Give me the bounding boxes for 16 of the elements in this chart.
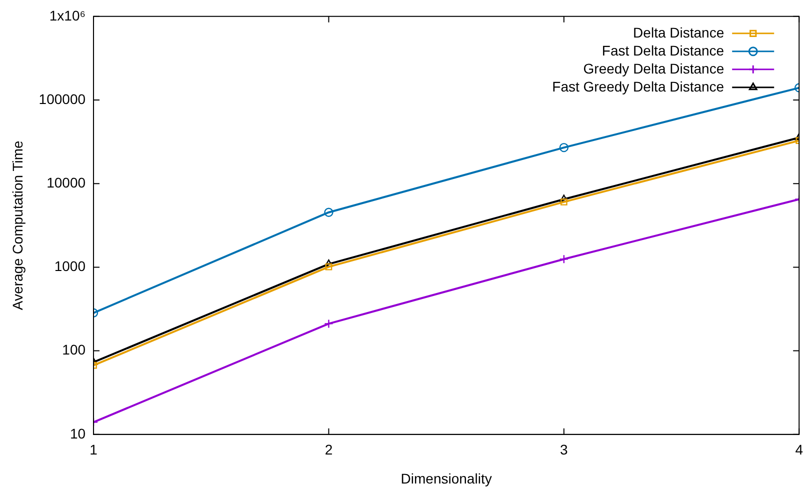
x-tick-label: 2 xyxy=(324,442,333,458)
legend-label: Fast Delta Distance xyxy=(602,42,724,58)
y-tick-label: 10 xyxy=(70,425,86,442)
y-tick-label: 1x10⁶ xyxy=(49,7,86,24)
x-tick-label: 4 xyxy=(795,442,804,458)
y-tick-label: 100000 xyxy=(38,90,86,107)
x-axis-title: Dimensionality xyxy=(400,470,492,486)
y-tick-label: 10000 xyxy=(46,174,86,190)
legend-label: Greedy Delta Distance xyxy=(583,60,724,76)
x-tick-label: 1 xyxy=(90,442,98,458)
x-tick-label: 3 xyxy=(560,442,568,458)
legend-label: Delta Distance xyxy=(633,24,724,40)
y-tick-label: 1000 xyxy=(54,258,86,274)
y-tick-label: 100 xyxy=(62,342,86,358)
y-axis-title: Average Computation Time xyxy=(9,140,26,310)
legend-label: Fast Greedy Delta Distance xyxy=(552,78,724,94)
